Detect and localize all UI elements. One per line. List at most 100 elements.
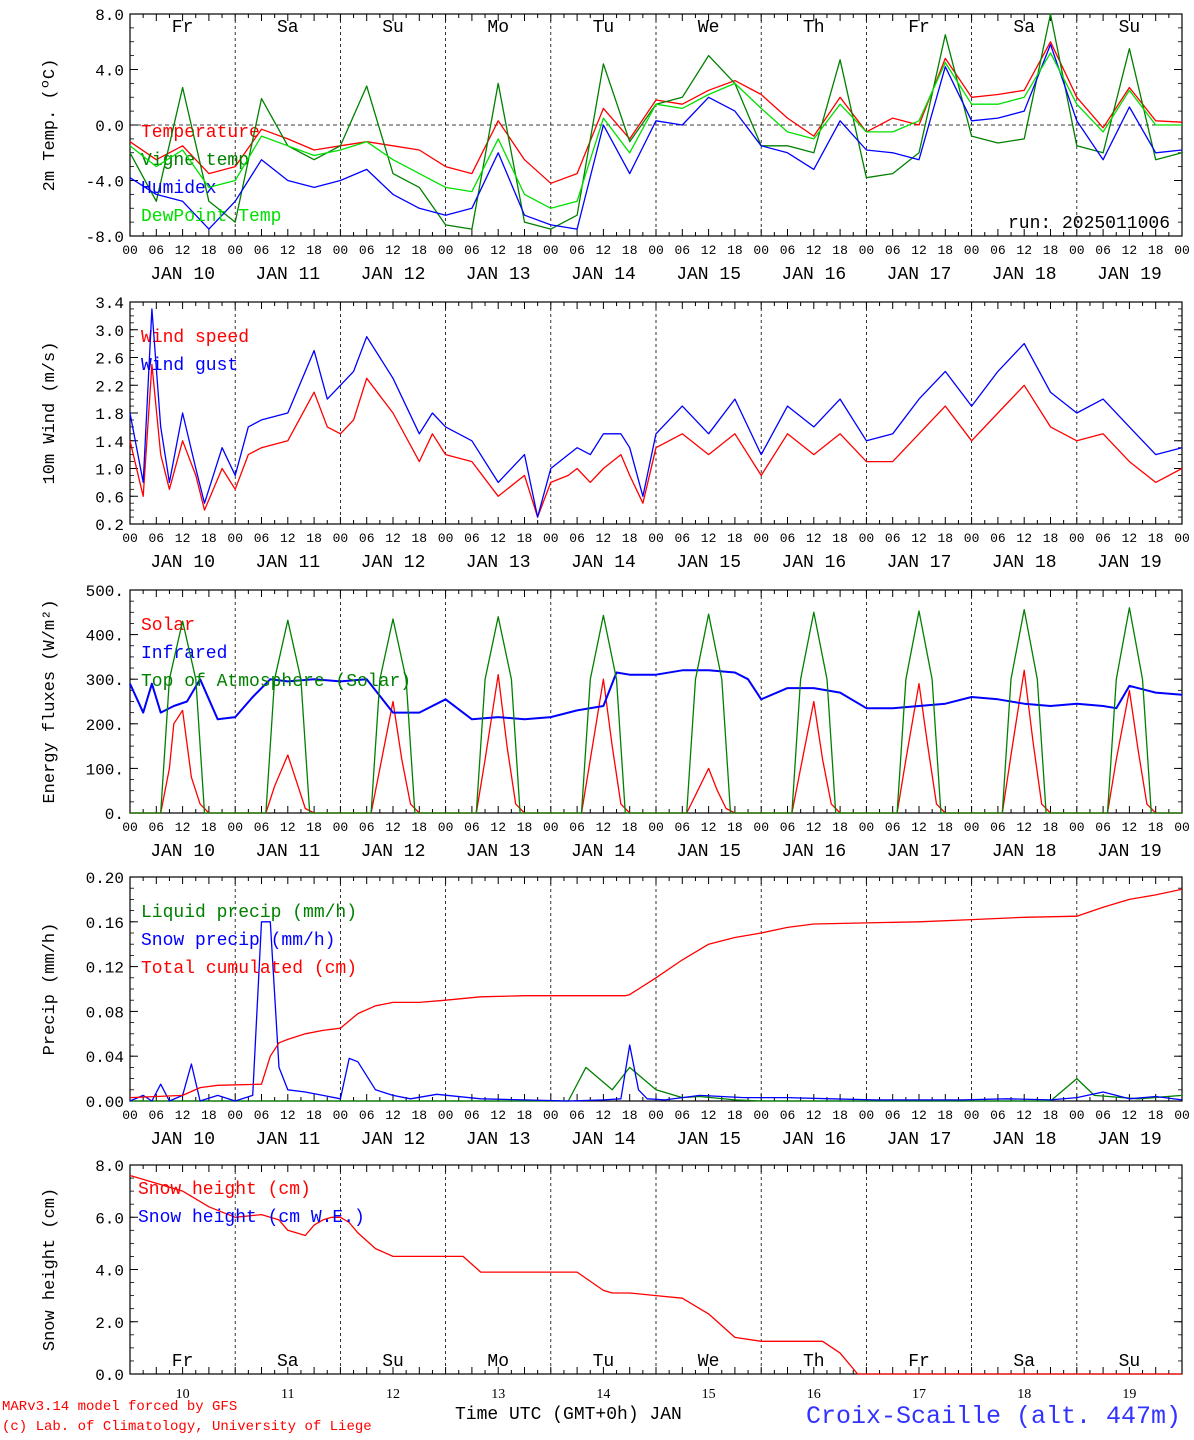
hour-tick-label: 00 (227, 820, 243, 835)
hour-tick-label: 06 (1095, 531, 1111, 546)
legend-entry: Snow height (cm) (138, 1180, 311, 1200)
legend-entry: Temperature (141, 123, 260, 143)
hour-tick-label: 18 (727, 531, 743, 546)
hour-tick-label: 18 (411, 531, 427, 546)
y-tick-label: 0. (105, 806, 124, 824)
hour-tick-label: 06 (569, 531, 585, 546)
day-number-label: 13 (491, 1387, 505, 1402)
legend-entry: Infrared (141, 644, 227, 664)
hour-tick-label: 12 (280, 1108, 296, 1123)
hour-tick-label: 00 (438, 531, 454, 546)
hour-tick-label: 18 (517, 243, 533, 258)
day-label: JAN 19 (1097, 842, 1162, 862)
hour-tick-label: 00 (227, 243, 243, 258)
day-label: JAN 10 (150, 553, 215, 573)
hour-tick-label: 18 (832, 531, 848, 546)
series-line (130, 1066, 1183, 1102)
day-label: JAN 17 (887, 842, 952, 862)
panel-5: 8.0 6.0 4.0 2.0 0.0 Snow height (cm) Snow heig… (41, 1158, 1183, 1402)
hour-tick-label: 18 (727, 243, 743, 258)
y-tick-label: 0.12 (86, 960, 124, 978)
hour-tick-label: 00 (964, 820, 980, 835)
panel-1: 8.0 4.0 0.0 -4.0 -8.0 2m Temp. (ºC) Temperatur… (41, 7, 1190, 285)
day-label: JAN 11 (255, 553, 320, 573)
hour-tick-label: 06 (990, 531, 1006, 546)
hour-tick-label: 12 (806, 1108, 822, 1123)
hour-tick-label: 00 (859, 243, 875, 258)
series-line (129, 921, 1183, 1102)
hour-tick-label: 12 (596, 820, 612, 835)
day-label: JAN 13 (466, 265, 531, 285)
weekday-label: We (698, 1352, 720, 1372)
hour-tick-label: 00 (438, 243, 454, 258)
y-tick-label: -4.0 (86, 174, 124, 192)
hour-tick-label: 00 (1174, 1108, 1190, 1123)
legend-entry: Liquid precip (mm/h) (141, 903, 357, 923)
hour-tick-label: 06 (990, 1108, 1006, 1123)
hour-tick-label: 06 (254, 1108, 270, 1123)
hour-tick-label: 00 (333, 531, 349, 546)
hour-tick-label: 00 (543, 243, 559, 258)
panel-2: 3.4 3.0 2.6 2.2 1.8 1.4 1.0 0.6 0.2 10m Wind (m/s… (41, 295, 1190, 573)
hour-tick-label: 12 (175, 820, 191, 835)
weekday-label: Mo (487, 18, 509, 38)
hour-tick-label: 12 (1016, 531, 1032, 546)
hour-tick-label: 12 (806, 243, 822, 258)
hour-tick-label: 12 (596, 1108, 612, 1123)
day-label: JAN 17 (887, 1130, 952, 1150)
legend-entry: Wind gust (141, 356, 238, 376)
hour-tick-label: 00 (333, 1108, 349, 1123)
day-number-label: 14 (596, 1387, 610, 1402)
hour-tick-label: 00 (1174, 243, 1190, 258)
hour-tick-label: 18 (937, 531, 953, 546)
hour-tick-label: 18 (622, 820, 638, 835)
y-tick-label: -8.0 (86, 229, 124, 247)
hour-tick-label: 00 (753, 820, 769, 835)
hour-tick-label: 00 (1174, 531, 1190, 546)
hour-tick-label: 06 (674, 243, 690, 258)
day-number-label: 16 (807, 1387, 821, 1402)
hour-tick-label: 06 (885, 531, 901, 546)
hour-tick-label: 12 (1122, 1108, 1138, 1123)
hour-tick-label: 12 (911, 531, 927, 546)
hour-tick-label: 18 (411, 1108, 427, 1123)
weekday-label: Sa (277, 18, 299, 38)
hour-tick-label: 18 (1148, 243, 1164, 258)
y-tick-label: 1.4 (95, 434, 124, 452)
hour-tick-label: 12 (701, 820, 717, 835)
hour-tick-label: 00 (964, 243, 980, 258)
day-label: JAN 14 (571, 842, 636, 862)
weekday-label: Fr (908, 1352, 930, 1372)
day-label: JAN 17 (887, 553, 952, 573)
hour-tick-label: 06 (254, 820, 270, 835)
hour-tick-label: 18 (937, 243, 953, 258)
hour-tick-label: 12 (806, 820, 822, 835)
hour-tick-label: 00 (964, 531, 980, 546)
hour-tick-label: 06 (359, 820, 375, 835)
weekday-label: Su (1119, 1352, 1141, 1372)
hour-tick-label: 06 (674, 531, 690, 546)
hour-tick-label: 00 (648, 531, 664, 546)
hour-tick-label: 12 (490, 243, 506, 258)
day-label: JAN 13 (466, 1130, 531, 1150)
weekday-label: We (698, 18, 720, 38)
day-number-label: 11 (281, 1387, 294, 1402)
hour-tick-label: 00 (859, 1108, 875, 1123)
hour-tick-label: 00 (1069, 1108, 1085, 1123)
hour-tick-label: 06 (674, 1108, 690, 1123)
hour-tick-label: 18 (306, 531, 322, 546)
day-label: JAN 11 (255, 1130, 320, 1150)
y-tick-label: 300. (86, 672, 124, 690)
hour-tick-label: 00 (333, 820, 349, 835)
day-label: JAN 11 (255, 842, 320, 862)
day-label: JAN 10 (150, 842, 215, 862)
day-label: JAN 10 (150, 1130, 215, 1150)
y-tick-label: 0.6 (95, 489, 124, 507)
series-line (129, 1174, 1182, 1375)
series-line (129, 888, 1183, 1099)
day-label: JAN 15 (676, 553, 741, 573)
hour-tick-label: 06 (464, 531, 480, 546)
y-tick-label: 400. (86, 628, 124, 646)
hour-tick-label: 12 (1122, 243, 1138, 258)
day-label: JAN 10 (150, 265, 215, 285)
